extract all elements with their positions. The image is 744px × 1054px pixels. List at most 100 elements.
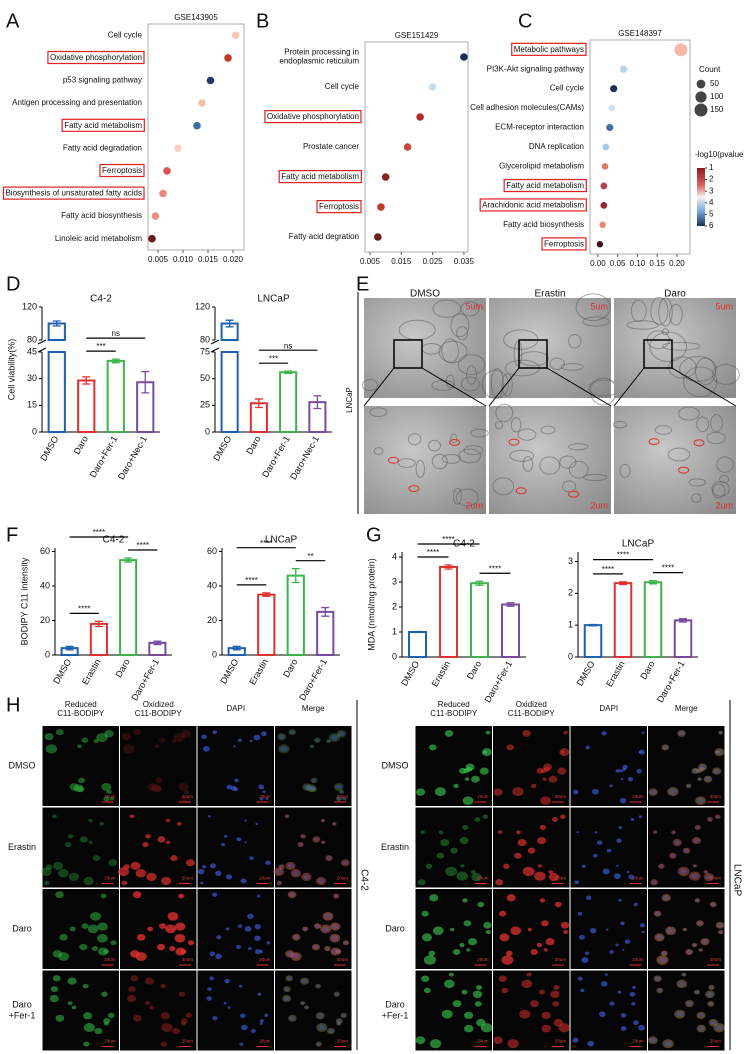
cell (315, 924, 320, 928)
cell (277, 733, 287, 741)
cell (285, 861, 296, 870)
cell (472, 990, 483, 999)
cell (695, 768, 702, 774)
cell (693, 838, 700, 843)
dot (374, 233, 382, 241)
cell (450, 927, 455, 932)
category-label: Protein processing in (284, 48, 359, 57)
cell (674, 1009, 686, 1019)
organelle (710, 414, 723, 433)
cell (716, 815, 720, 819)
organelle (441, 338, 459, 364)
cell (259, 1019, 264, 1023)
cell (340, 1012, 347, 1019)
cell (283, 986, 291, 993)
y-tick-label: 80 (200, 334, 210, 344)
x-tick-label: Daro+Fer-1 (129, 657, 161, 702)
cell (698, 763, 708, 771)
organelle (650, 296, 669, 326)
cell (598, 1011, 606, 1017)
cell (415, 788, 426, 796)
cell (619, 797, 627, 804)
cell (81, 923, 89, 929)
cell (165, 924, 177, 934)
cell (604, 973, 608, 976)
fluorescence-image (42, 726, 119, 806)
cell (712, 767, 722, 775)
organelle (582, 316, 610, 327)
y-axis-label: Cell viability(%) (6, 339, 16, 401)
cell (527, 927, 532, 932)
y-tick-label: 0 (45, 649, 50, 659)
cell (510, 926, 522, 935)
organelle (719, 474, 730, 484)
bar (279, 371, 298, 433)
cell (470, 870, 476, 874)
cell (425, 863, 433, 869)
organelle (626, 320, 660, 330)
cell (288, 1014, 297, 1022)
cell (300, 1001, 306, 1006)
dot (610, 85, 618, 93)
cell (719, 731, 723, 734)
cell (290, 869, 302, 878)
scale-label: 20um (259, 876, 271, 881)
cell (674, 840, 680, 845)
fluorescence-image (197, 889, 274, 969)
highlight-box (264, 110, 362, 124)
x-tick-label: 0.010 (173, 255, 194, 264)
cell (145, 1001, 151, 1006)
cell (330, 922, 341, 931)
cell (318, 878, 325, 884)
cell (283, 986, 291, 993)
cell (308, 785, 314, 791)
cell (669, 788, 677, 795)
x-tick-label: DMSO (211, 434, 233, 462)
organelle (619, 463, 631, 478)
cell (618, 899, 622, 902)
x-tick-label: DMSO (51, 657, 73, 685)
cell (660, 950, 668, 957)
cell (336, 1021, 342, 1026)
cell (314, 737, 321, 743)
cell (311, 778, 317, 783)
cell (180, 1018, 188, 1024)
bar (673, 619, 693, 658)
organelle (369, 407, 388, 418)
x-tick-label: 0.05 (610, 259, 626, 268)
cell (178, 782, 189, 791)
chart-title: C4-2 (103, 535, 125, 546)
cell (703, 870, 709, 874)
scale-label: 20um (555, 1039, 567, 1044)
cell (697, 777, 702, 781)
dot (198, 99, 206, 107)
cell (290, 869, 302, 878)
significance-label: **** (442, 535, 454, 544)
fluorescence-image (197, 807, 274, 888)
x-tick-label: DMSO (575, 659, 597, 687)
bar (286, 574, 305, 656)
cell (130, 950, 140, 958)
cell (223, 834, 228, 838)
cell (149, 1005, 154, 1010)
marker (408, 485, 420, 493)
cell (155, 777, 163, 784)
cell (698, 766, 705, 772)
cell (298, 842, 303, 847)
fluorescence-image (570, 726, 647, 806)
legend-title: -log10(pvalue) (695, 150, 744, 159)
cell (310, 777, 318, 784)
highlight-box (479, 198, 587, 212)
cell (695, 796, 706, 805)
cell (254, 949, 261, 955)
cell (578, 934, 585, 940)
cell (620, 777, 624, 781)
cell (327, 739, 331, 743)
cell (244, 926, 252, 932)
cell (59, 933, 68, 941)
organelle (688, 478, 707, 487)
cell (326, 739, 332, 744)
cell (596, 840, 603, 845)
cell (335, 796, 343, 802)
column-label: C11-BODIPY (135, 709, 183, 718)
